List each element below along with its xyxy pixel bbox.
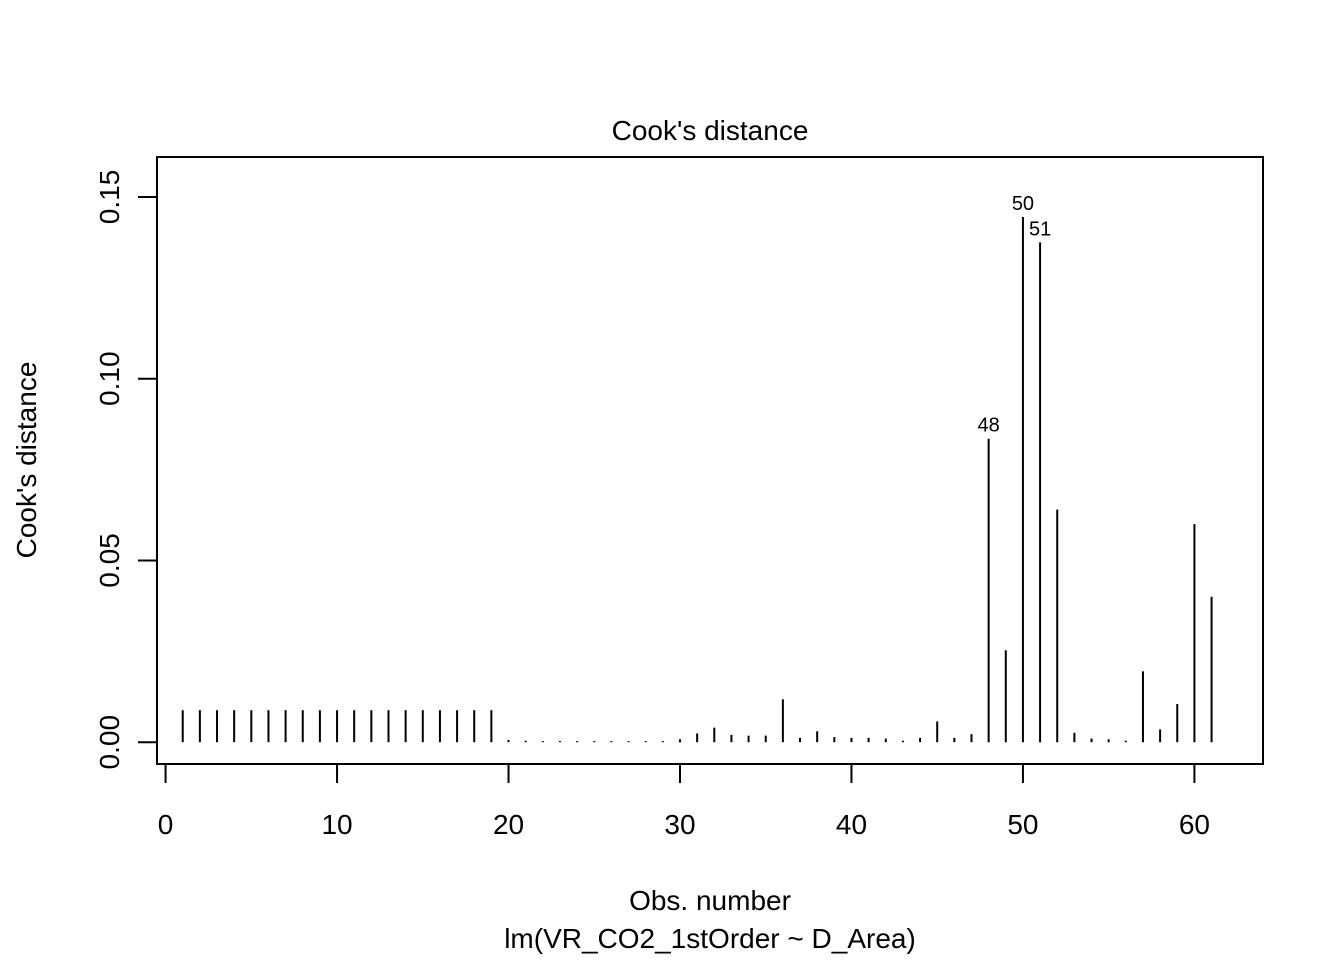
- x-tick-label: 20: [493, 809, 524, 840]
- y-tick-label: 0.00: [94, 715, 125, 770]
- x-tick-label: 10: [321, 809, 352, 840]
- x-axis: 0 10 20 30 40 50 60: [158, 763, 1210, 840]
- y-tick-label: 0.15: [94, 170, 125, 225]
- chart-title: Cook's distance: [612, 115, 809, 146]
- x-axis-label: Obs. number: [629, 885, 791, 916]
- x-tick-label: 50: [1007, 809, 1038, 840]
- y-tick-label: 0.10: [94, 351, 125, 406]
- point-label: 51: [1029, 218, 1051, 240]
- bars: [181, 216, 1213, 743]
- point-annotations: 48 50 51: [978, 193, 1052, 437]
- x-tick-label: 40: [836, 809, 867, 840]
- model-formula: lm(VR_CO2_1stOrder ~ D_Area): [504, 923, 916, 954]
- point-label: 50: [1012, 193, 1034, 215]
- x-tick-label: 0: [158, 809, 174, 840]
- y-tick-label: 0.05: [94, 533, 125, 588]
- plot-frame: [156, 156, 1264, 765]
- point-label: 48: [978, 415, 1000, 437]
- x-tick-label: 60: [1179, 809, 1210, 840]
- x-tick-label: 30: [664, 809, 695, 840]
- y-axis: 0.00 0.05 0.10 0.15: [94, 170, 158, 770]
- y-axis-label: Cook's distance: [11, 362, 42, 559]
